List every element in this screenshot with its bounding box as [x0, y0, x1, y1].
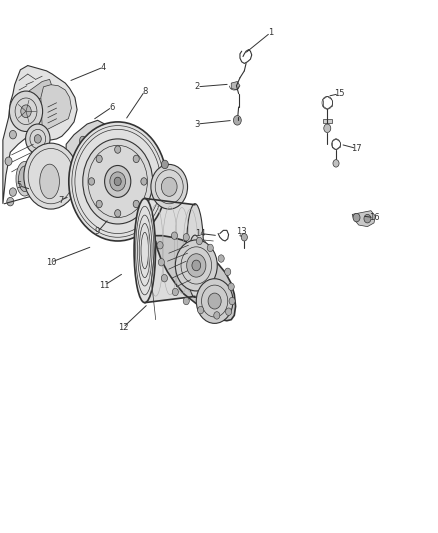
- Circle shape: [96, 200, 102, 208]
- Text: 9: 9: [95, 228, 100, 237]
- Circle shape: [21, 105, 31, 118]
- Circle shape: [225, 268, 231, 276]
- Circle shape: [7, 197, 14, 206]
- Text: 1: 1: [268, 28, 273, 37]
- Polygon shape: [41, 85, 71, 131]
- Circle shape: [34, 135, 41, 143]
- Polygon shape: [28, 79, 52, 99]
- Text: 2: 2: [194, 82, 200, 91]
- Circle shape: [364, 214, 371, 223]
- Text: 14: 14: [195, 229, 206, 238]
- Polygon shape: [231, 82, 240, 90]
- Circle shape: [24, 143, 78, 209]
- Circle shape: [80, 136, 86, 144]
- Circle shape: [10, 188, 16, 196]
- Circle shape: [115, 146, 121, 154]
- Ellipse shape: [190, 235, 201, 266]
- Circle shape: [198, 306, 204, 314]
- Circle shape: [324, 124, 331, 133]
- Text: 5: 5: [16, 181, 21, 190]
- Circle shape: [69, 122, 166, 241]
- Circle shape: [233, 116, 241, 125]
- Circle shape: [192, 260, 201, 271]
- Circle shape: [208, 293, 221, 309]
- Polygon shape: [352, 211, 375, 227]
- Text: 17: 17: [351, 144, 362, 153]
- Circle shape: [207, 244, 213, 252]
- Polygon shape: [151, 236, 236, 321]
- Circle shape: [161, 177, 177, 196]
- Text: 15: 15: [334, 89, 344, 98]
- Polygon shape: [65, 120, 106, 181]
- Ellipse shape: [187, 204, 204, 297]
- Circle shape: [133, 155, 139, 163]
- Circle shape: [161, 160, 168, 168]
- Circle shape: [157, 241, 163, 249]
- Circle shape: [196, 279, 233, 324]
- Circle shape: [62, 177, 69, 185]
- Circle shape: [105, 165, 131, 197]
- Polygon shape: [3, 66, 77, 204]
- Circle shape: [141, 177, 147, 185]
- Circle shape: [83, 139, 152, 224]
- Circle shape: [158, 259, 164, 266]
- Circle shape: [353, 213, 360, 222]
- Circle shape: [187, 254, 206, 277]
- Circle shape: [96, 155, 102, 163]
- Text: 6: 6: [110, 102, 115, 111]
- Text: 4: 4: [101, 63, 106, 71]
- Ellipse shape: [198, 240, 207, 261]
- Circle shape: [110, 172, 126, 191]
- Circle shape: [183, 297, 189, 305]
- Text: 3: 3: [194, 119, 200, 128]
- Circle shape: [66, 172, 74, 182]
- Circle shape: [171, 232, 177, 239]
- Circle shape: [115, 209, 121, 217]
- Polygon shape: [145, 198, 195, 303]
- Circle shape: [218, 255, 224, 262]
- Polygon shape: [323, 119, 332, 123]
- Circle shape: [333, 160, 339, 167]
- Circle shape: [151, 165, 187, 209]
- Circle shape: [214, 312, 220, 319]
- Ellipse shape: [40, 164, 60, 199]
- Circle shape: [229, 297, 235, 305]
- Circle shape: [175, 240, 217, 291]
- Circle shape: [228, 283, 234, 290]
- Text: 11: 11: [99, 280, 110, 289]
- Circle shape: [172, 288, 178, 296]
- Circle shape: [5, 157, 12, 165]
- Circle shape: [34, 194, 41, 203]
- Text: 7: 7: [58, 196, 64, 205]
- Text: 16: 16: [369, 213, 379, 222]
- Ellipse shape: [18, 166, 31, 191]
- Circle shape: [183, 233, 189, 241]
- Text: 8: 8: [142, 86, 148, 95]
- Polygon shape: [78, 136, 89, 149]
- Circle shape: [10, 91, 42, 132]
- Circle shape: [114, 177, 121, 185]
- Circle shape: [226, 308, 232, 316]
- Circle shape: [25, 124, 50, 154]
- Ellipse shape: [16, 161, 33, 196]
- Circle shape: [161, 274, 167, 282]
- Ellipse shape: [134, 198, 155, 303]
- Text: 12: 12: [118, 323, 128, 332]
- Circle shape: [88, 177, 95, 185]
- Circle shape: [241, 233, 247, 241]
- Text: 13: 13: [237, 228, 247, 237]
- Circle shape: [10, 131, 16, 139]
- Text: 10: 10: [46, 258, 56, 266]
- Circle shape: [133, 200, 139, 208]
- Circle shape: [196, 237, 202, 245]
